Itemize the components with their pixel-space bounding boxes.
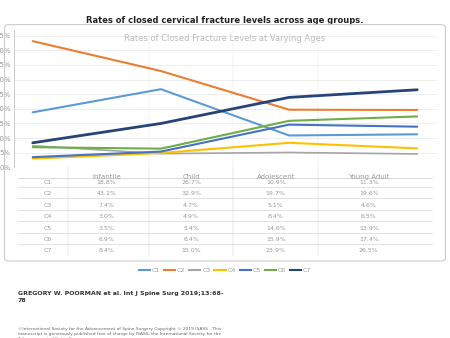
Text: 43.1%: 43.1% <box>97 191 117 196</box>
Text: Rates of closed cervical fracture levels across age groups.: Rates of closed cervical fracture levels… <box>86 16 364 25</box>
Text: 26.7%: 26.7% <box>181 180 201 185</box>
Text: 3.5%: 3.5% <box>99 226 114 231</box>
Text: 5.4%: 5.4% <box>183 226 199 231</box>
Text: C5: C5 <box>43 226 51 231</box>
Text: 13.9%: 13.9% <box>359 226 379 231</box>
Text: 4.7%: 4.7% <box>183 203 199 208</box>
Text: 11.3%: 11.3% <box>359 180 379 185</box>
Text: 4.9%: 4.9% <box>183 215 199 219</box>
Text: 26.5%: 26.5% <box>359 248 379 253</box>
Text: Young Adult: Young Adult <box>348 174 390 179</box>
Text: GREGORY W. POORMAN et al. Int J Spine Surg 2019;13:68-
78: GREGORY W. POORMAN et al. Int J Spine Su… <box>18 291 223 303</box>
Text: Rates of Closed Fracture Levels at Varying Ages: Rates of Closed Fracture Levels at Varyi… <box>125 34 325 43</box>
Text: 19.6%: 19.6% <box>359 191 379 196</box>
Text: 10.9%: 10.9% <box>266 180 286 185</box>
Text: 19.7%: 19.7% <box>266 191 286 196</box>
Text: C7: C7 <box>43 248 52 253</box>
Text: 15.9%: 15.9% <box>266 238 286 242</box>
Text: 23.9%: 23.9% <box>266 248 286 253</box>
Text: 6.9%: 6.9% <box>99 238 114 242</box>
Text: 3.0%: 3.0% <box>99 215 114 219</box>
Text: 17.4%: 17.4% <box>359 238 379 242</box>
Text: ©International Society for the Advancement of Spine Surgery Copyright © 2019 ISA: ©International Society for the Advanceme… <box>18 327 221 338</box>
Legend: C1, C2, C3, C4, C5, C6, C7: C1, C2, C3, C4, C5, C6, C7 <box>136 265 314 276</box>
Text: 6.5%: 6.5% <box>361 215 377 219</box>
Text: Adolescent: Adolescent <box>256 174 295 179</box>
Text: 4.6%: 4.6% <box>361 203 377 208</box>
Text: C3: C3 <box>43 203 52 208</box>
Text: C4: C4 <box>43 215 52 219</box>
Text: C2: C2 <box>43 191 52 196</box>
Text: 7.4%: 7.4% <box>99 203 115 208</box>
Text: 18.8%: 18.8% <box>97 180 117 185</box>
Text: 5.1%: 5.1% <box>268 203 284 208</box>
Text: Child: Child <box>182 174 200 179</box>
Text: 15.0%: 15.0% <box>181 248 201 253</box>
Text: 8.4%: 8.4% <box>268 215 284 219</box>
Text: 8.4%: 8.4% <box>99 248 114 253</box>
Text: C6: C6 <box>43 238 51 242</box>
Text: 32.9%: 32.9% <box>181 191 201 196</box>
Text: 6.4%: 6.4% <box>183 238 199 242</box>
Text: 14.6%: 14.6% <box>266 226 286 231</box>
Text: Infantile: Infantile <box>92 174 121 179</box>
Text: C1: C1 <box>43 180 51 185</box>
